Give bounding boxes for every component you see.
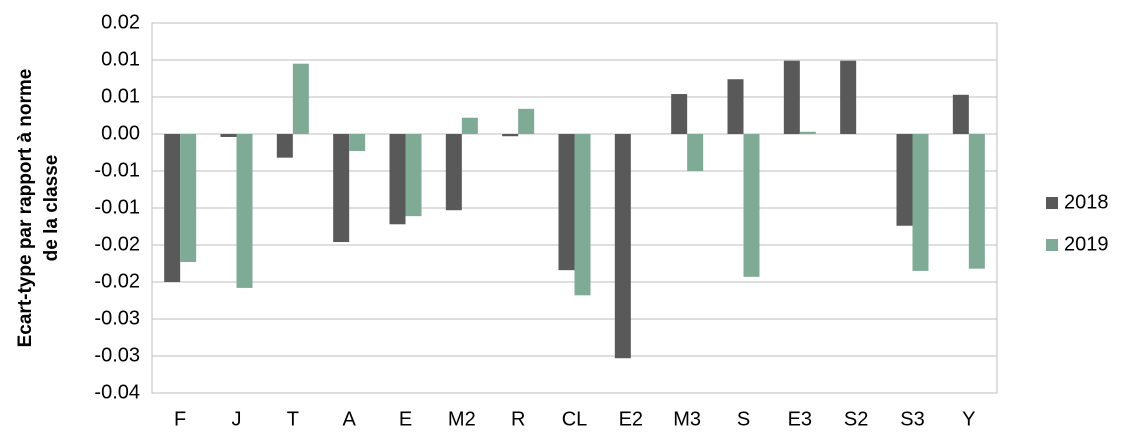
y-tick-label: -0.01 — [94, 159, 140, 181]
bar — [276, 134, 293, 158]
bar — [968, 134, 985, 269]
bar — [896, 134, 913, 226]
bar — [461, 117, 478, 134]
x-tick-label: S2 — [844, 408, 868, 430]
x-tick-label: F — [174, 408, 186, 430]
y-axis-title-line: de la classe — [41, 155, 62, 262]
bar — [574, 134, 591, 296]
plot-border — [151, 22, 998, 394]
x-tick-label: A — [342, 408, 356, 430]
bar — [445, 134, 462, 211]
x-tick-label: M3 — [673, 408, 701, 430]
y-tick-label: -0.03 — [94, 307, 140, 329]
x-tick-label: CL — [562, 408, 588, 430]
bar — [333, 134, 350, 243]
y-tick-label: 0.01 — [101, 85, 140, 107]
bar — [952, 94, 969, 134]
legend-swatch — [1046, 197, 1058, 209]
bar — [405, 134, 422, 217]
y-tick-label: -0.02 — [94, 270, 140, 292]
bar — [558, 134, 575, 271]
bar — [220, 134, 237, 137]
x-tick-label: Y — [962, 408, 975, 430]
legend-swatch — [1046, 239, 1058, 251]
y-tick-label: -0.02 — [94, 233, 140, 255]
y-tick-label: 0.01 — [101, 48, 140, 70]
y-tick-label: -0.03 — [94, 344, 140, 366]
x-tick-label: S3 — [900, 408, 924, 430]
y-tick-label: 0.00 — [101, 122, 140, 144]
y-tick-label: -0.01 — [94, 196, 140, 218]
bar — [518, 108, 535, 134]
x-tick-label: E2 — [619, 408, 643, 430]
x-tick-label: J — [232, 408, 242, 430]
legend-label: 2019 — [1064, 233, 1109, 255]
bar — [180, 134, 197, 263]
bar — [743, 134, 760, 277]
bar — [799, 131, 816, 134]
x-tick-label: R — [511, 408, 525, 430]
x-tick-label: E — [399, 408, 412, 430]
bar — [727, 79, 744, 134]
legend-label: 2018 — [1064, 191, 1109, 213]
bar — [349, 134, 366, 152]
x-tick-label: M2 — [448, 408, 476, 430]
bar — [502, 134, 519, 137]
bar — [614, 134, 631, 359]
bar — [389, 134, 406, 225]
bar — [687, 134, 704, 171]
y-axis-title: Ecart-type par rapport à norme de la cla… — [15, 69, 62, 348]
y-tick-label: -0.04 — [94, 381, 140, 403]
bar — [840, 60, 857, 134]
bar — [236, 134, 253, 288]
bar — [292, 63, 309, 135]
y-tick-label: 0.02 — [101, 11, 140, 33]
bar — [671, 94, 688, 134]
bar — [164, 134, 181, 282]
bar — [783, 60, 800, 134]
x-tick-label: E3 — [788, 408, 812, 430]
x-tick-label: T — [287, 408, 299, 430]
y-axis-title-line: Ecart-type par rapport à norme — [15, 69, 36, 348]
bar — [912, 134, 929, 271]
x-tick-label: S — [737, 408, 750, 430]
